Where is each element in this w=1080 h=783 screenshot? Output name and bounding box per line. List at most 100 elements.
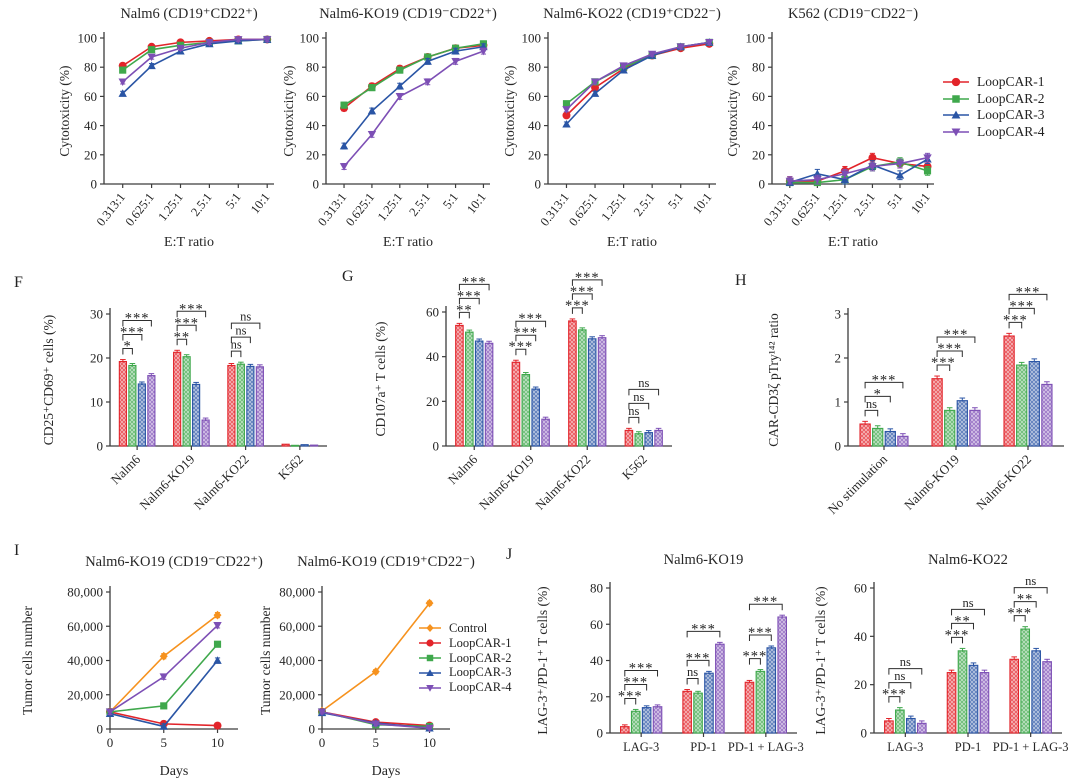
svg-text:*: * (124, 339, 132, 355)
svg-text:ns: ns (962, 596, 973, 610)
svg-text:0: 0 (861, 726, 868, 741)
chart-cytotoxicity-nalm6-ko22: Nalm6-KO22 (CD19⁺CD22⁻) Cytotoxicity (%) 0… (502, 2, 732, 259)
legend-item: LoopCAR-4 (418, 680, 512, 695)
svg-text:60,000: 60,000 (279, 619, 315, 634)
svg-text:LAG-3⁺/PD-1⁺ T cells (%): LAG-3⁺/PD-1⁺ T cells (%) (813, 586, 828, 734)
svg-text:40: 40 (84, 118, 97, 133)
legend-item: LoopCAR-1 (942, 74, 1045, 91)
svg-text:40: 40 (306, 118, 319, 133)
svg-text:PD-1 + LAG-3: PD-1 + LAG-3 (993, 740, 1069, 754)
svg-text:100: 100 (78, 31, 98, 46)
svg-text:***: *** (1016, 284, 1041, 300)
svg-text:5:1: 5:1 (440, 190, 461, 211)
svg-text:K562: K562 (619, 452, 650, 483)
svg-text:***: *** (945, 627, 970, 643)
svg-text:20: 20 (84, 147, 97, 162)
svg-text:Tumor cells number: Tumor cells number (20, 606, 35, 715)
svg-text:***: *** (518, 311, 543, 327)
svg-text:***: *** (686, 650, 711, 666)
svg-text:0.313:1: 0.313:1 (538, 190, 572, 228)
svg-text:100: 100 (522, 31, 542, 46)
svg-text:20: 20 (426, 394, 439, 409)
svg-text:Nalm6: Nalm6 (445, 451, 481, 487)
svg-text:0: 0 (313, 177, 320, 192)
svg-text:0: 0 (309, 722, 316, 737)
svg-text:PD-1: PD-1 (690, 740, 716, 754)
svg-text:40: 40 (590, 653, 603, 668)
svg-text:5: 5 (161, 735, 168, 750)
svg-text:1: 1 (835, 395, 842, 410)
svg-text:40,000: 40,000 (67, 653, 103, 668)
svg-text:K562 (CD19⁻CD22⁻): K562 (CD19⁻CD22⁻) (788, 6, 918, 22)
svg-text:ns: ns (866, 397, 877, 411)
legend-item: LoopCAR-3 (418, 665, 512, 680)
svg-text:Nalm6-KO22: Nalm6-KO22 (191, 452, 252, 513)
svg-text:ns: ns (633, 390, 644, 404)
svg-text:100: 100 (746, 31, 766, 46)
svg-text:0.625:1: 0.625:1 (566, 190, 600, 228)
svg-text:***: *** (691, 621, 716, 637)
svg-text:ns: ns (235, 324, 246, 338)
svg-text:***: *** (618, 688, 643, 704)
svg-text:Nalm6-KO19 (CD19⁻CD22⁺): Nalm6-KO19 (CD19⁻CD22⁺) (85, 554, 263, 570)
svg-text:10:1: 10:1 (908, 190, 933, 216)
svg-text:***: *** (1007, 606, 1032, 622)
svg-text:0.625:1: 0.625:1 (343, 190, 377, 228)
svg-text:ns: ns (231, 338, 242, 352)
svg-text:***: *** (179, 301, 204, 317)
svg-text:***: *** (743, 649, 768, 665)
svg-text:20: 20 (306, 147, 319, 162)
svg-text:***: *** (1003, 312, 1028, 328)
svg-text:***: *** (748, 625, 773, 641)
svg-text:Nalm6-KO19 (CD19⁺CD22⁻): Nalm6-KO19 (CD19⁺CD22⁻) (297, 554, 475, 570)
svg-text:80,000: 80,000 (279, 585, 315, 600)
svg-text:1.25:1: 1.25:1 (820, 190, 850, 224)
legend-label: LoopCAR-2 (977, 90, 1045, 106)
legend-label: LoopCAR-1 (977, 74, 1045, 90)
svg-text:2.5:1: 2.5:1 (188, 190, 215, 219)
svg-text:No stimulation: No stimulation (825, 451, 891, 517)
svg-text:1.25:1: 1.25:1 (375, 190, 405, 224)
svg-text:0: 0 (535, 177, 542, 192)
svg-text:40: 40 (752, 118, 765, 133)
svg-text:E:T ratio: E:T ratio (383, 235, 433, 250)
legend-loopcar: LoopCAR-1 LoopCAR-2 LoopCAR-3 LoopCAR-4 (942, 74, 1045, 140)
svg-text:**: ** (1017, 592, 1034, 608)
svg-text:ns: ns (638, 376, 649, 390)
svg-text:***: *** (120, 325, 145, 341)
svg-text:10:1: 10:1 (690, 190, 715, 216)
svg-text:80,000: 80,000 (67, 585, 103, 600)
svg-text:1.25:1: 1.25:1 (598, 190, 628, 224)
svg-text:***: *** (753, 594, 778, 610)
svg-text:60: 60 (528, 89, 541, 104)
svg-text:Cytotoxicity (%): Cytotoxicity (%) (57, 65, 72, 156)
svg-text:80: 80 (590, 581, 603, 596)
svg-text:60: 60 (84, 89, 97, 104)
svg-text:ns: ns (894, 669, 905, 683)
svg-text:5:1: 5:1 (665, 190, 686, 211)
svg-text:20: 20 (590, 689, 603, 704)
svg-text:***: *** (513, 325, 538, 341)
svg-text:60: 60 (426, 305, 439, 320)
panel-letter-h: H (735, 272, 747, 289)
legend-item: LoopCAR-3 (942, 107, 1045, 124)
svg-text:Nalm6-KO22: Nalm6-KO22 (973, 452, 1034, 513)
svg-text:CD107a⁺ T cells (%): CD107a⁺ T cells (%) (373, 322, 388, 437)
legend-tumor-growth: Control LoopCAR-1 LoopCAR-2 LoopCAR-3 LoopCA… (418, 621, 512, 695)
svg-text:ns: ns (240, 310, 251, 324)
svg-text:2: 2 (835, 351, 842, 366)
legend-label: LoopCAR-4 (449, 680, 512, 695)
svg-text:10:1: 10:1 (248, 190, 273, 216)
svg-text:100: 100 (300, 31, 320, 46)
svg-text:0: 0 (759, 177, 766, 192)
svg-text:ns: ns (628, 404, 639, 418)
svg-text:40: 40 (854, 629, 867, 644)
svg-text:**: ** (174, 329, 191, 345)
svg-text:Nalm6-KO19: Nalm6-KO19 (664, 552, 744, 568)
svg-text:20: 20 (752, 147, 765, 162)
svg-text:CAR-CD3ζ pTry¹⁴² ratio: CAR-CD3ζ pTry¹⁴² ratio (766, 313, 781, 447)
legend-label: LoopCAR-3 (977, 107, 1045, 123)
legend-item: LoopCAR-1 (418, 636, 512, 651)
legend-item: LoopCAR-4 (942, 124, 1045, 141)
